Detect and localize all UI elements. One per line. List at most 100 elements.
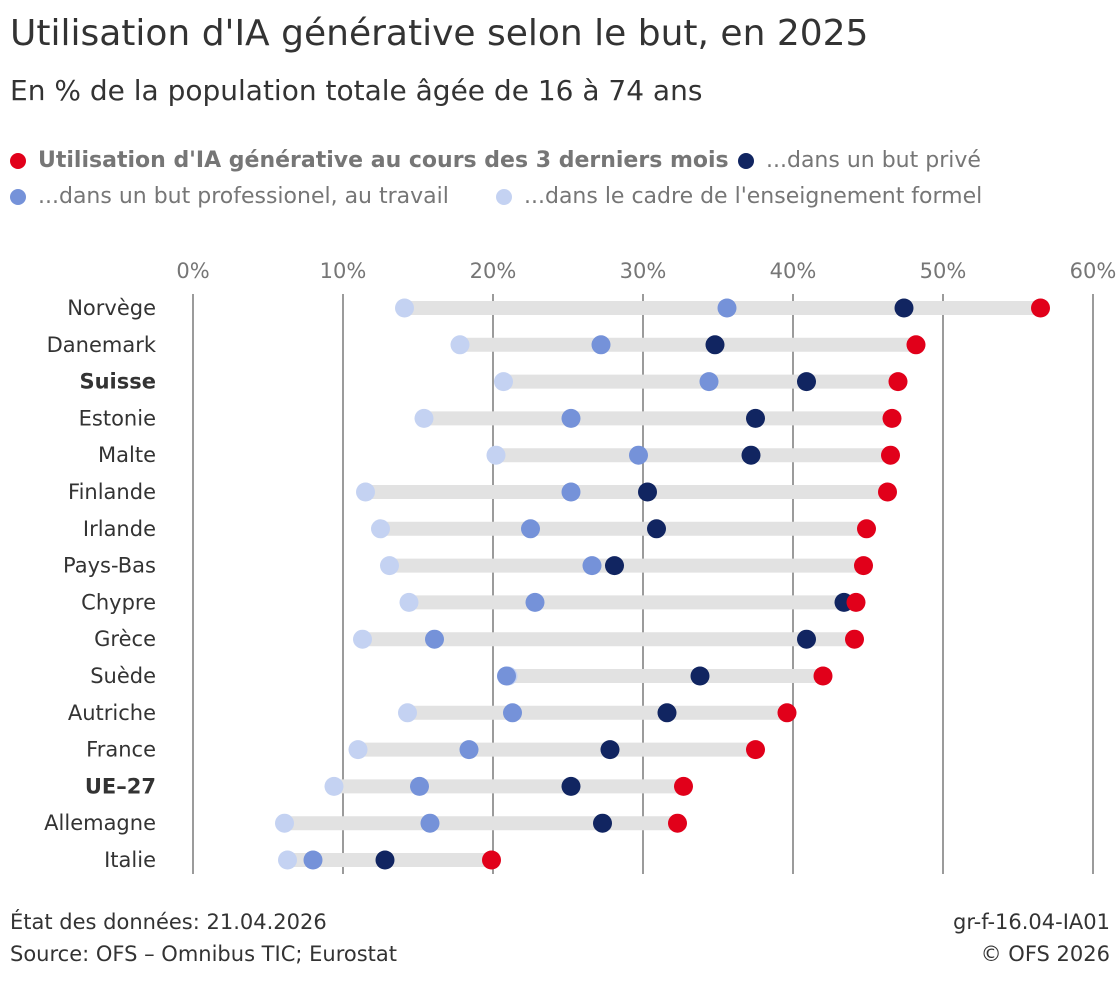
data-point [561, 776, 581, 796]
data-point [854, 556, 873, 576]
data-point [668, 813, 687, 833]
chart-title: Utilisation d'IA générative selon le but… [10, 13, 869, 54]
category-label: Irlande [83, 517, 156, 541]
data-point [420, 813, 440, 833]
data-point [845, 629, 864, 649]
data-point [777, 703, 797, 723]
footer-left: État des données: 21.04.2026 Source: OFS… [10, 906, 397, 970]
copyright: © OFS 2026 [980, 942, 1110, 966]
legend-marker-blue [10, 188, 26, 205]
data-point [746, 408, 765, 428]
data-point [380, 556, 399, 576]
category-label: Finlande [68, 480, 156, 504]
data-point [503, 703, 522, 723]
data-point [275, 813, 294, 833]
category-label: Norvège [67, 296, 156, 320]
dot-plot-chart: 0% 10% 20% 30% 40% 50% 60% Norvège Danemark Suiss… [44, 259, 1117, 874]
data-point [593, 813, 612, 833]
data-point [717, 298, 737, 318]
data-point [497, 666, 516, 686]
footer-right: gr-f-16.04-IA01 © OFS 2026 [953, 906, 1110, 970]
chart-code: gr-f-16.04-IA01 [953, 910, 1110, 934]
x-tick-label: 30% [620, 259, 667, 283]
data-point [600, 740, 620, 760]
data-point [371, 519, 390, 539]
legend-marker-navy [738, 152, 754, 169]
legend-item-private: ...dans un but privé [738, 148, 981, 173]
x-tick-label: 50% [920, 259, 967, 283]
data-point [741, 445, 761, 465]
data-point [278, 850, 297, 870]
data-point [459, 740, 479, 760]
data-point [375, 850, 395, 870]
chart-subtitle: En % de la population totale âgée de 16 … [10, 74, 703, 107]
data-point [410, 776, 429, 796]
data-point [674, 776, 693, 796]
data-point [690, 666, 710, 686]
data-point [894, 298, 914, 318]
legend-marker-red [10, 152, 26, 169]
data-point [582, 556, 602, 576]
x-tick-label: 40% [770, 259, 817, 283]
data-point [494, 372, 513, 392]
data-point [797, 372, 816, 392]
data-point [348, 740, 368, 760]
data-point [303, 850, 323, 870]
data-point [591, 335, 611, 355]
data-point [395, 298, 414, 318]
category-label: Danemark [47, 333, 157, 357]
category-label: Suisse [79, 370, 156, 394]
data-point [561, 482, 581, 502]
data-point [629, 445, 648, 465]
category-label: Autriche [68, 701, 156, 725]
category-label: Italie [104, 848, 156, 872]
data-point [399, 592, 419, 612]
category-label: Malte [98, 443, 156, 467]
legend-label-education: ...dans le cadre de l'enseignement forme… [524, 184, 983, 209]
data-point [425, 629, 444, 649]
data-point [482, 850, 501, 870]
x-tick-label: 10% [320, 259, 367, 283]
data-point [857, 519, 876, 539]
category-label: Suède [90, 664, 156, 688]
data-point [1031, 298, 1050, 318]
data-source: Source: OFS – Omnibus TIC; Eurostat [10, 942, 397, 966]
legend-marker-lightblue [496, 188, 512, 205]
data-point [450, 335, 470, 355]
category-label: Chypre [81, 590, 156, 614]
data-point [878, 482, 897, 502]
data-point [414, 408, 434, 428]
x-tick-label: 0% [176, 259, 209, 283]
data-point [657, 703, 677, 723]
data-point [797, 629, 816, 649]
data-point [647, 519, 666, 539]
legend-item-3-months: Utilisation d'IA générative au cours des… [10, 148, 729, 173]
data-point [521, 519, 540, 539]
category-label: UE–27 [85, 774, 156, 798]
x-tick-label: 60% [1070, 259, 1117, 283]
data-point [906, 335, 926, 355]
data-point [605, 556, 624, 576]
category-label: France [86, 738, 156, 762]
data-point [699, 372, 719, 392]
data-point [353, 629, 372, 649]
legend-item-work: ...dans un but professionel, au travail [10, 184, 449, 209]
data-point [846, 592, 866, 612]
data-point [525, 592, 545, 612]
x-tick-label: 20% [470, 259, 517, 283]
legend-item-education: ...dans le cadre de l'enseignement forme… [496, 184, 982, 209]
data-date: État des données: 21.04.2026 [10, 910, 327, 934]
data-point [486, 445, 506, 465]
data-point [638, 482, 657, 502]
data-point [881, 445, 900, 465]
category-label: Pays-Bas [63, 554, 156, 578]
data-point [561, 408, 581, 428]
data-point [324, 776, 344, 796]
legend-label-private: ...dans un but privé [766, 148, 981, 173]
category-label: Allemagne [44, 811, 156, 835]
data-point [882, 408, 902, 428]
legend-label-3-months: Utilisation d'IA générative au cours des… [38, 148, 729, 173]
category-label: Estonie [79, 406, 156, 430]
data-point [746, 740, 765, 760]
data-point [398, 703, 417, 723]
